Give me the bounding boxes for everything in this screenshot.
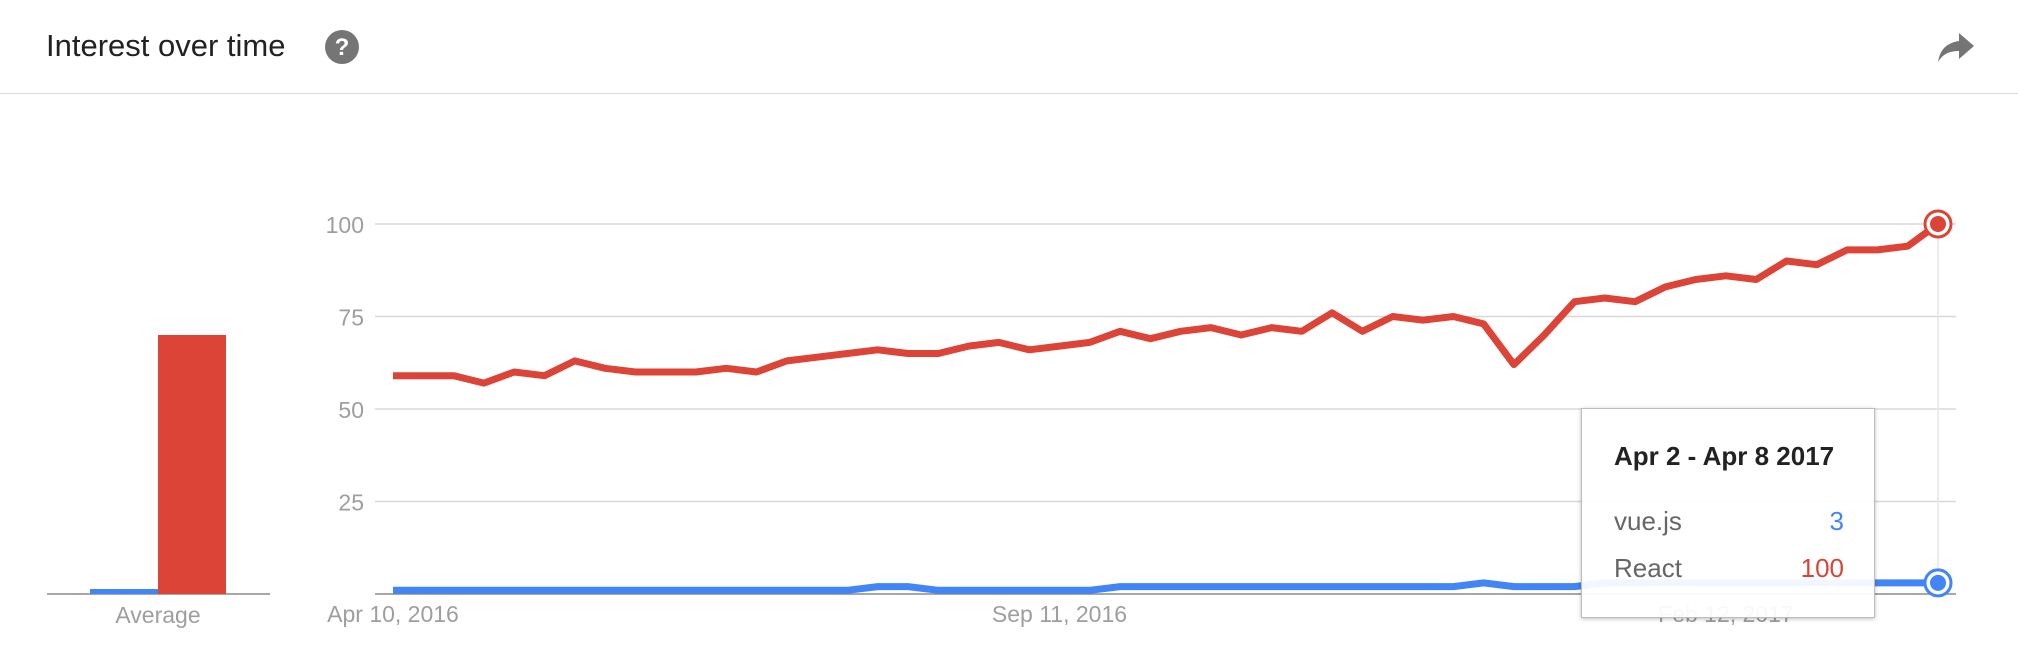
tooltip-row-react: React 100 xyxy=(1614,553,1844,587)
y-tick-label: 50 xyxy=(338,397,364,423)
chart-header: Interest over time ? xyxy=(0,0,2018,94)
average-bar-react xyxy=(158,335,226,594)
endpoint-dot-vuejs xyxy=(1930,574,1946,591)
chart-title: Interest over time xyxy=(46,28,286,63)
tooltip-series-name: vue.js xyxy=(1614,506,1682,536)
tooltip-series-value: 3 xyxy=(1829,506,1844,536)
svg-text:?: ? xyxy=(335,34,350,61)
y-tick-label: 75 xyxy=(338,305,364,331)
average-bar-vuejs xyxy=(90,589,158,594)
y-tick-label: 100 xyxy=(326,212,364,238)
tooltip-date: Apr 2 - Apr 8 2017 xyxy=(1614,441,1835,471)
share-arrow-icon[interactable] xyxy=(1937,31,1975,65)
tooltip-series-value: 100 xyxy=(1800,553,1844,583)
endpoint-dot-react xyxy=(1930,216,1946,232)
x-tick-label: Apr 10, 2016 xyxy=(327,601,459,627)
average-label: Average xyxy=(115,602,200,628)
help-circle-icon[interactable]: ? xyxy=(325,30,359,64)
y-tick-label: 25 xyxy=(338,490,364,516)
tooltip-row-vuejs: vue.js 3 xyxy=(1614,506,1844,540)
chart-tooltip: Apr 2 - Apr 8 2017 vue.js 3 React 100 xyxy=(1581,408,1875,618)
tooltip-series-name: React xyxy=(1614,553,1682,583)
series-line-react xyxy=(393,221,1941,387)
x-tick-label: Sep 11, 2016 xyxy=(992,601,1127,627)
